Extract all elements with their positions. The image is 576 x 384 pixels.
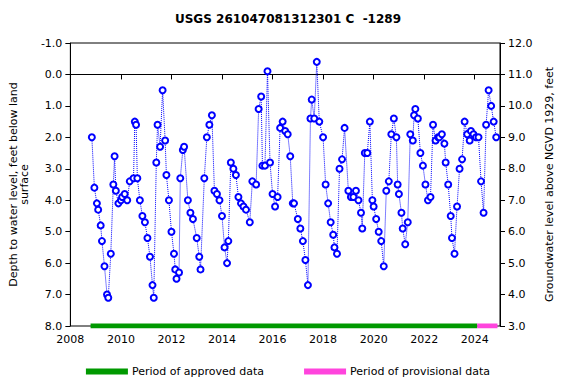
svg-text:8.0: 8.0	[45, 320, 63, 333]
svg-text:2022: 2022	[410, 333, 438, 346]
svg-text:4.0: 4.0	[508, 288, 526, 301]
svg-text:6.0: 6.0	[45, 257, 63, 270]
svg-text:3.0: 3.0	[508, 320, 526, 333]
svg-text:10.0: 10.0	[508, 99, 533, 112]
svg-text:2024: 2024	[461, 333, 489, 346]
svg-text:4.0: 4.0	[45, 194, 63, 207]
svg-text:Period of provisional data: Period of provisional data	[350, 365, 490, 378]
svg-text:5.0: 5.0	[45, 225, 63, 238]
svg-text:7.0: 7.0	[45, 288, 63, 301]
svg-text:2008: 2008	[56, 333, 84, 346]
svg-text:11.0: 11.0	[508, 68, 533, 81]
svg-text:8.0: 8.0	[508, 162, 526, 175]
svg-text:2.0: 2.0	[45, 131, 63, 144]
svg-text:2010: 2010	[107, 333, 135, 346]
svg-text:2012: 2012	[157, 333, 185, 346]
svg-text:6.0: 6.0	[508, 225, 526, 238]
svg-text:2020: 2020	[360, 333, 388, 346]
svg-text:2018: 2018	[309, 333, 337, 346]
svg-text:-1.0: -1.0	[41, 37, 62, 50]
svg-text:Period of approved data: Period of approved data	[132, 365, 264, 378]
svg-text:9.0: 9.0	[508, 131, 526, 144]
svg-text:surface: surface	[18, 164, 31, 205]
svg-text:1.0: 1.0	[45, 99, 63, 112]
svg-text:3.0: 3.0	[45, 162, 63, 175]
svg-text:5.0: 5.0	[508, 257, 526, 270]
svg-text:Depth to water level, feet bel: Depth to water level, feet below land	[7, 82, 20, 287]
svg-text:Groundwater level above NGVD 1: Groundwater level above NGVD 1929, feet	[543, 66, 556, 302]
svg-text:7.0: 7.0	[508, 194, 526, 207]
svg-text:0.0: 0.0	[45, 68, 63, 81]
svg-text:2016: 2016	[259, 333, 287, 346]
svg-text:12.0: 12.0	[508, 37, 533, 50]
svg-text:USGS 261047081312301 C -1289: USGS 261047081312301 C -1289	[175, 12, 401, 26]
svg-text:2014: 2014	[208, 333, 236, 346]
